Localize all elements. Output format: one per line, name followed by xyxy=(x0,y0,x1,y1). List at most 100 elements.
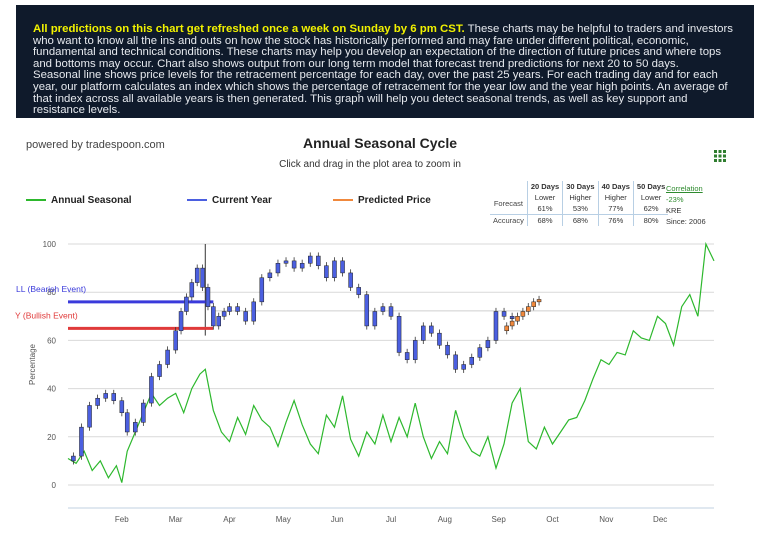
banner-text-2: Seasonal line shows price levels for the… xyxy=(33,69,728,117)
current-year-candle[interactable] xyxy=(124,412,130,433)
current-year-candle[interactable] xyxy=(111,393,117,401)
current-year-candle[interactable] xyxy=(71,455,76,462)
predicted-price-candle[interactable] xyxy=(526,306,531,312)
current-year-candle[interactable] xyxy=(95,397,100,406)
since-label: Since: 2006 xyxy=(666,217,706,226)
current-year-candle[interactable] xyxy=(87,405,92,428)
series-annual-seasonal[interactable] xyxy=(67,241,715,483)
powered-by-label: powered by tradespoon.com xyxy=(26,139,165,151)
legend-predicted-price[interactable]: Predicted Price xyxy=(333,195,431,209)
x-tick-label: Aug xyxy=(438,515,452,524)
current-year-candle[interactable] xyxy=(299,263,305,269)
current-year-candle[interactable] xyxy=(485,340,491,348)
current-year-candle[interactable] xyxy=(364,294,370,327)
banner-highlight: All predictions on this chart get refres… xyxy=(33,23,465,35)
current-year-candle[interactable] xyxy=(291,260,297,269)
current-year-candle[interactable] xyxy=(133,422,138,433)
current-year-candle[interactable] xyxy=(324,265,329,278)
current-year-candle[interactable] xyxy=(332,260,337,278)
legend-swatch-current xyxy=(187,199,207,202)
current-year-candle[interactable] xyxy=(404,352,410,360)
current-year-candle[interactable] xyxy=(348,272,353,288)
current-year-candle[interactable] xyxy=(469,357,474,365)
stats-accuracy-label: Accuracy xyxy=(490,214,528,226)
stats-forecast-pct-40: 77% xyxy=(597,203,634,215)
legend-current-year[interactable]: Current Year xyxy=(187,195,272,209)
current-year-candle[interactable] xyxy=(259,277,265,303)
y-event-label: Y (Bullish Event) xyxy=(15,310,78,320)
stats-header-20: 20 Days xyxy=(526,181,563,192)
current-year-candle[interactable] xyxy=(173,330,178,351)
predicted-price-candle[interactable] xyxy=(509,320,515,327)
predicted-price-candle[interactable] xyxy=(504,325,509,332)
current-year-candle[interactable] xyxy=(103,393,108,399)
current-year-candle[interactable] xyxy=(189,282,195,298)
chart-title: Annual Seasonal Cycle xyxy=(302,135,458,151)
current-year-candle[interactable] xyxy=(267,272,273,278)
current-year-candle[interactable] xyxy=(165,349,170,365)
correlation-panel: Correlation -23% KRE Since: 2006 xyxy=(666,183,706,227)
current-year-candle[interactable] xyxy=(221,311,227,317)
current-year-candle[interactable] xyxy=(461,364,466,370)
current-year-candle[interactable] xyxy=(119,400,125,413)
current-year-candle[interactable] xyxy=(316,255,321,266)
current-year-candle[interactable] xyxy=(356,287,361,295)
predicted-price-candle[interactable] xyxy=(536,299,542,303)
correlation-link[interactable]: Correlation xyxy=(666,184,703,193)
current-year-candle[interactable] xyxy=(372,311,378,327)
current-year-candle[interactable] xyxy=(501,311,507,317)
ticker-label: KRE xyxy=(666,206,682,215)
current-year-candle[interactable] xyxy=(477,347,483,358)
stats-forecast-dir-30: Higher xyxy=(562,192,599,203)
legend-swatch-seasonal xyxy=(26,199,46,202)
current-year-candle[interactable] xyxy=(388,306,394,317)
current-year-candle[interactable] xyxy=(79,426,84,457)
current-year-candle[interactable] xyxy=(211,306,216,327)
current-year-candle[interactable] xyxy=(445,344,450,356)
current-year-candle[interactable] xyxy=(283,260,289,264)
legend-swatch-predicted xyxy=(333,199,353,202)
x-tick-label: Apr xyxy=(223,515,236,524)
y-tick-label: 40 xyxy=(47,385,56,394)
current-year-candle[interactable] xyxy=(194,267,200,283)
legend-label-seasonal: Annual Seasonal xyxy=(51,195,132,206)
x-tick-label: May xyxy=(276,515,291,524)
current-year-candle[interactable] xyxy=(421,325,426,341)
chart-menu-icon[interactable] xyxy=(714,149,726,162)
current-year-candle[interactable] xyxy=(157,364,162,377)
current-year-candle[interactable] xyxy=(178,311,184,332)
current-year-candle[interactable] xyxy=(184,296,189,312)
x-tick-label: Feb xyxy=(115,515,129,524)
stats-header-40: 40 Days xyxy=(597,181,634,192)
predicted-price-candle[interactable] xyxy=(531,301,536,307)
current-year-candle[interactable] xyxy=(275,263,281,274)
stats-forecast-pct-30: 53% xyxy=(562,203,599,215)
current-year-candle[interactable] xyxy=(216,316,221,327)
current-year-candle[interactable] xyxy=(437,332,442,346)
current-year-candle[interactable] xyxy=(308,255,313,264)
info-banner: All predictions on this chart get refres… xyxy=(16,5,754,118)
current-year-candle[interactable] xyxy=(453,354,458,370)
current-year-candle[interactable] xyxy=(340,260,345,274)
legend-annual-seasonal[interactable]: Annual Seasonal xyxy=(26,195,132,209)
current-year-candle[interactable] xyxy=(429,325,434,334)
current-year-candle[interactable] xyxy=(149,376,154,404)
current-year-candle[interactable] xyxy=(227,306,232,312)
current-year-candle[interactable] xyxy=(141,402,146,423)
current-year-candle[interactable] xyxy=(243,311,248,322)
predicted-price-candle[interactable] xyxy=(520,311,526,317)
current-year-candle[interactable] xyxy=(380,306,386,312)
stats-accuracy-50: 80% xyxy=(632,214,669,226)
current-year-candle[interactable] xyxy=(235,306,240,312)
current-year-candle[interactable] xyxy=(200,267,205,288)
current-year-candle[interactable] xyxy=(493,311,499,341)
predicted-price-candle[interactable] xyxy=(515,316,520,322)
current-year-candle[interactable] xyxy=(396,316,402,353)
current-year-candle[interactable] xyxy=(251,301,256,322)
y-tick-label: 0 xyxy=(52,481,57,490)
forecast-stats-table: 20 Days 30 Days 40 Days 50 Days Forecast… xyxy=(490,181,669,226)
current-year-candle[interactable] xyxy=(412,340,418,360)
current-year-candle[interactable] xyxy=(205,287,211,307)
x-tick-label: Dec xyxy=(653,515,667,524)
